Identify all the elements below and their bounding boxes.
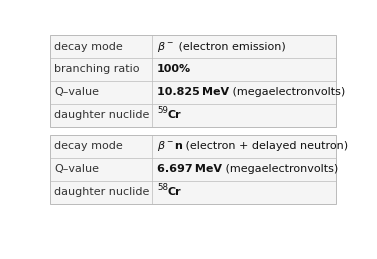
Text: 59: 59 bbox=[157, 106, 168, 115]
Text: (megaelectronvolts): (megaelectronvolts) bbox=[229, 87, 345, 97]
Text: n: n bbox=[174, 141, 182, 151]
Text: (electron + delayed neutron): (electron + delayed neutron) bbox=[182, 141, 348, 151]
Text: Q–value: Q–value bbox=[54, 164, 100, 174]
Text: daughter nuclide: daughter nuclide bbox=[54, 110, 150, 120]
Text: branching ratio: branching ratio bbox=[54, 64, 140, 75]
Text: 58: 58 bbox=[157, 183, 168, 192]
Bar bbox=[50, 35, 336, 127]
Text: Cr: Cr bbox=[168, 187, 182, 197]
Text: Cr: Cr bbox=[168, 110, 181, 120]
Text: daughter nuclide: daughter nuclide bbox=[54, 187, 150, 197]
Text: $\beta^-$: $\beta^-$ bbox=[157, 139, 174, 153]
Text: 6.697 MeV: 6.697 MeV bbox=[157, 164, 222, 174]
Text: (electron emission): (electron emission) bbox=[175, 41, 286, 52]
Text: $\beta^-$: $\beta^-$ bbox=[157, 40, 174, 54]
Bar bbox=[50, 135, 336, 204]
Text: decay mode: decay mode bbox=[54, 41, 123, 52]
Text: Q–value: Q–value bbox=[54, 87, 100, 97]
Text: 10.825 MeV: 10.825 MeV bbox=[157, 87, 229, 97]
Text: decay mode: decay mode bbox=[54, 141, 123, 151]
Text: (megaelectronvolts): (megaelectronvolts) bbox=[222, 164, 338, 174]
Text: 100%: 100% bbox=[157, 64, 191, 75]
